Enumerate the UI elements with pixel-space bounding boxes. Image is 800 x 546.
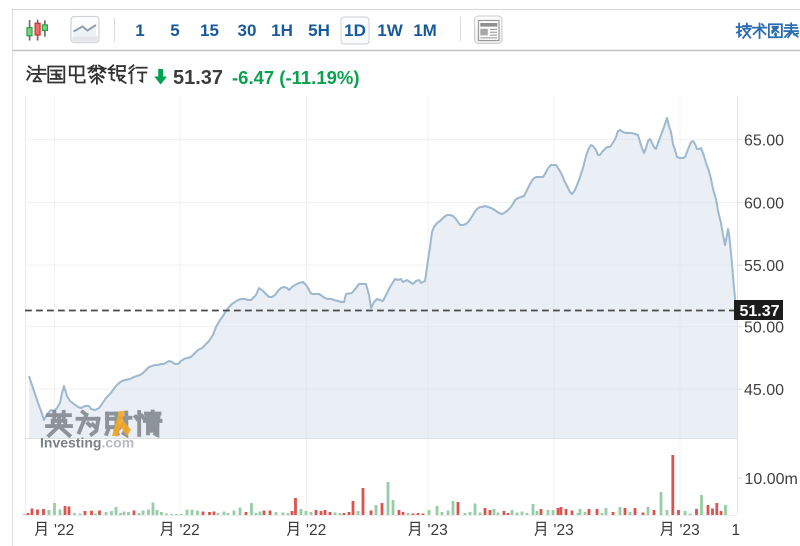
svg-text:1M: 1M [413, 21, 437, 40]
svg-text:15: 15 [200, 21, 219, 40]
svg-text:10.00m: 10.00m [745, 471, 798, 488]
svg-text:-6.47 (-11.19%): -6.47 (-11.19%) [232, 67, 360, 88]
svg-text:50.00: 50.00 [744, 319, 784, 336]
svg-text:1H: 1H [271, 21, 293, 40]
svg-text:5: 5 [170, 21, 179, 40]
svg-text:'22: '22 [180, 522, 200, 539]
svg-text:60.00: 60.00 [744, 195, 784, 212]
svg-text:'22: '22 [306, 522, 326, 539]
svg-text:'23: '23 [554, 522, 574, 539]
svg-text:1W: 1W [377, 21, 403, 40]
svg-text:'23: '23 [428, 522, 448, 539]
svg-text:51.37: 51.37 [740, 303, 780, 320]
svg-text:Investing.com: Investing.com [40, 435, 134, 451]
svg-text:1: 1 [732, 522, 741, 539]
svg-text:'22: '22 [54, 522, 74, 539]
svg-text:5H: 5H [308, 21, 330, 40]
svg-text:'23: '23 [680, 522, 700, 539]
svg-text:1D: 1D [344, 21, 366, 40]
svg-text:1: 1 [135, 21, 144, 40]
svg-text:55.00: 55.00 [744, 258, 784, 275]
svg-text:65.00: 65.00 [744, 132, 784, 149]
svg-text:30: 30 [238, 21, 257, 40]
svg-text:45.00: 45.00 [744, 382, 784, 399]
svg-text:51.37: 51.37 [173, 67, 223, 89]
